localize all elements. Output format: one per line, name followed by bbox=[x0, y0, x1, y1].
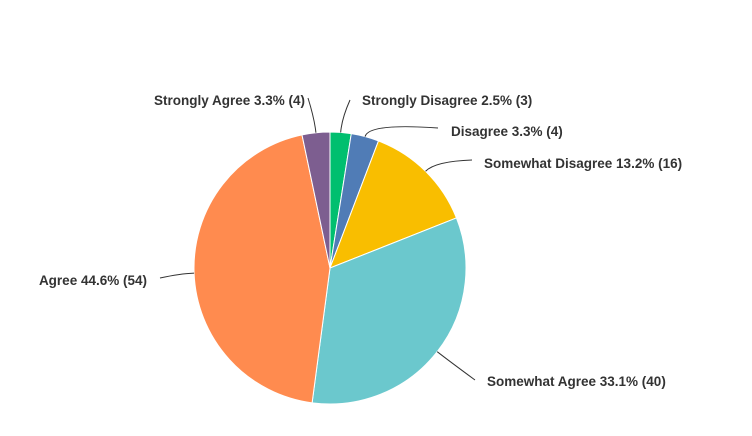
slice-label: Disagree 3.3% (4) bbox=[451, 124, 563, 139]
pie-slice-agree bbox=[193, 134, 331, 404]
leader-line bbox=[340, 99, 351, 133]
leader-line bbox=[307, 97, 317, 133]
leader-line bbox=[364, 126, 439, 137]
slice-label: Strongly Disagree 2.5% (3) bbox=[362, 93, 532, 108]
leader-line bbox=[425, 159, 473, 172]
leader-line bbox=[436, 351, 476, 381]
pie-slice-strongly-agree bbox=[301, 131, 331, 269]
leader-line bbox=[159, 272, 195, 279]
slice-label: Strongly Agree 3.3% (4) bbox=[154, 93, 305, 108]
slice-label: Somewhat Agree 33.1% (40) bbox=[487, 374, 666, 389]
slice-label: Agree 44.6% (54) bbox=[39, 273, 147, 288]
slice-label: Somewhat Disagree 13.2% (16) bbox=[484, 156, 682, 171]
